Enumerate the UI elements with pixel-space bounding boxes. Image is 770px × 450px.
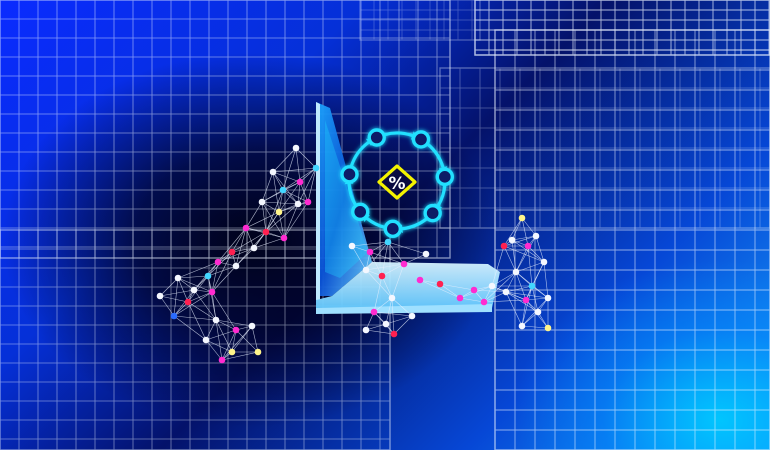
laptop-icon — [316, 102, 500, 314]
network-node — [366, 248, 374, 256]
cycle-arrows-icon — [340, 128, 455, 239]
network-node — [190, 286, 198, 294]
cycle-arc — [400, 217, 429, 231]
network-node — [502, 288, 510, 296]
cycle-arc — [349, 140, 371, 168]
network-node — [470, 286, 478, 294]
network-node — [408, 312, 416, 320]
network-node — [522, 296, 530, 304]
network-node — [202, 336, 210, 344]
network-node — [518, 322, 526, 330]
cycle-node — [435, 167, 455, 187]
network-node — [524, 242, 532, 250]
cycle-node — [367, 128, 386, 147]
network-node — [304, 198, 312, 206]
cycle-node — [340, 165, 359, 184]
grid-panel — [439, 67, 770, 229]
network-node — [416, 276, 424, 284]
network-node — [254, 348, 262, 356]
grid-panel — [494, 29, 770, 450]
network-node — [362, 266, 370, 274]
network-node — [312, 164, 320, 172]
network-node — [390, 330, 398, 338]
network-node — [232, 262, 240, 270]
network-node — [436, 280, 444, 288]
network-node — [294, 200, 302, 208]
network-node — [212, 316, 220, 324]
cycle-arc — [365, 216, 387, 230]
network-node — [214, 258, 222, 266]
network-node — [378, 272, 386, 280]
cycle-node — [351, 202, 370, 222]
network-node — [228, 248, 236, 256]
grid-panel — [0, 0, 451, 259]
cycle-arc — [426, 142, 445, 169]
network-node — [262, 228, 270, 236]
network-node — [518, 214, 526, 222]
grid-panel — [474, 0, 770, 56]
network-node — [248, 322, 256, 330]
network-node — [400, 260, 408, 268]
network-node — [500, 242, 508, 250]
network-node — [292, 144, 300, 152]
network-node — [204, 272, 212, 280]
network-node — [242, 224, 250, 232]
network-node — [534, 308, 542, 316]
network-node — [382, 320, 390, 328]
percent-badge-icon: % — [377, 164, 417, 200]
network-node — [184, 298, 192, 306]
network-node — [218, 356, 226, 364]
cycle-node — [411, 130, 431, 149]
network-cluster — [416, 214, 552, 332]
percent-symbol: % — [388, 174, 405, 194]
network-cluster — [156, 144, 320, 364]
network-node — [488, 282, 496, 290]
network-node — [275, 208, 283, 216]
network-cluster-icon — [156, 144, 552, 364]
network-node — [388, 294, 396, 302]
network-node — [422, 250, 430, 258]
network-node — [370, 308, 378, 316]
network-node — [508, 236, 516, 244]
grid-panel — [359, 0, 481, 41]
network-node — [480, 298, 488, 306]
network-node — [456, 294, 464, 302]
network-node — [362, 326, 370, 334]
network-node — [544, 324, 552, 332]
network-node — [348, 242, 356, 250]
network-node — [258, 198, 266, 206]
cycle-arc — [382, 131, 414, 138]
network-node — [544, 294, 552, 302]
network-node — [540, 258, 548, 266]
network-cluster — [348, 238, 430, 338]
network-node — [528, 282, 536, 290]
network-node — [174, 274, 182, 282]
network-node — [296, 178, 304, 186]
network-node — [532, 232, 540, 240]
network-node — [170, 312, 178, 320]
network-node — [250, 244, 258, 252]
network-node — [269, 168, 277, 176]
cycle-node — [383, 219, 403, 239]
cycle-node — [423, 203, 442, 223]
network-node — [384, 238, 392, 246]
network-node — [156, 292, 164, 300]
network-node — [232, 326, 240, 334]
network-node — [279, 186, 287, 194]
network-node — [280, 234, 288, 242]
network-node — [208, 288, 216, 296]
network-node — [512, 268, 520, 276]
network-node — [228, 348, 236, 356]
